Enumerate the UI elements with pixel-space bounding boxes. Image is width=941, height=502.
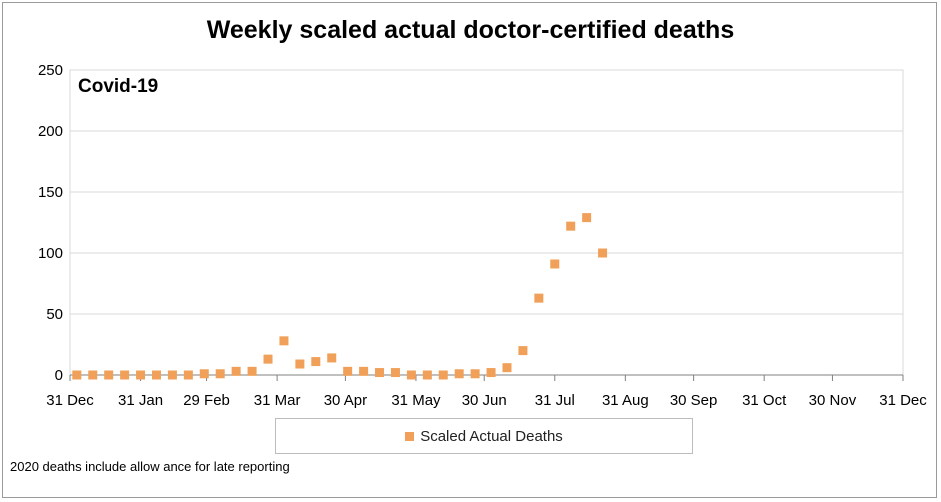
- y-tick-label: 50: [46, 306, 63, 323]
- data-point: [375, 368, 385, 378]
- data-point: [311, 357, 321, 367]
- data-point: [566, 221, 576, 231]
- data-point: [422, 370, 432, 380]
- data-point: [167, 370, 177, 380]
- data-point: [183, 370, 193, 380]
- x-tick-label: 31 Jul: [535, 392, 575, 409]
- data-point: [502, 363, 512, 373]
- y-tick-label: 250: [38, 62, 63, 79]
- data-point: [582, 213, 592, 223]
- data-point: [263, 354, 273, 364]
- y-tick-label: 0: [55, 367, 63, 384]
- data-point: [343, 366, 353, 376]
- data-point: [104, 370, 114, 380]
- data-point: [550, 259, 560, 269]
- x-tick-label: 31 Oct: [742, 392, 787, 409]
- legend-label: Scaled Actual Deaths: [420, 427, 563, 445]
- x-tick-label: 31 Aug: [602, 392, 649, 409]
- data-point: [199, 369, 209, 379]
- x-tick-label: 31 May: [391, 392, 441, 409]
- data-point: [327, 353, 337, 363]
- data-point: [486, 368, 496, 378]
- y-tick-label: 150: [38, 184, 63, 201]
- data-point: [598, 248, 608, 258]
- data-point: [518, 346, 528, 356]
- data-point: [359, 366, 369, 376]
- data-point: [120, 370, 130, 380]
- data-point: [247, 366, 257, 376]
- data-point: [390, 368, 400, 378]
- plot-area: [69, 69, 904, 376]
- x-tick-label: 29 Feb: [183, 392, 230, 409]
- x-tick-label: 30 Sep: [670, 392, 718, 409]
- x-tick-label: 31 Mar: [254, 392, 301, 409]
- data-point: [151, 370, 161, 380]
- data-point: [231, 366, 241, 376]
- x-tick-label: 31 Dec: [46, 392, 94, 409]
- data-point: [295, 359, 305, 369]
- data-point: [534, 293, 544, 303]
- x-tick-label: 31 Jan: [118, 392, 163, 409]
- footnote: 2020 deaths include allow ance for late …: [10, 459, 290, 474]
- data-point: [470, 369, 480, 379]
- panel-label: Covid-19: [78, 76, 158, 97]
- data-point: [136, 370, 146, 380]
- data-point: [88, 370, 98, 380]
- data-point: [72, 370, 82, 380]
- x-tick-label: 30 Apr: [324, 392, 367, 409]
- legend: Scaled Actual Deaths: [275, 418, 693, 454]
- data-point: [406, 370, 416, 380]
- data-point: [438, 370, 448, 380]
- data-point: [215, 369, 225, 379]
- legend-marker-swatch: [405, 431, 415, 441]
- chart-title: Weekly scaled actual doctor-certified de…: [206, 16, 735, 44]
- x-tick-label: 30 Jun: [462, 392, 507, 409]
- data-point: [279, 336, 289, 346]
- data-point: [454, 369, 464, 379]
- y-tick-label: 200: [38, 123, 63, 140]
- y-tick-label: 100: [38, 245, 63, 262]
- x-tick-label: 31 Dec: [879, 392, 927, 409]
- x-tick-label: 30 Nov: [809, 392, 857, 409]
